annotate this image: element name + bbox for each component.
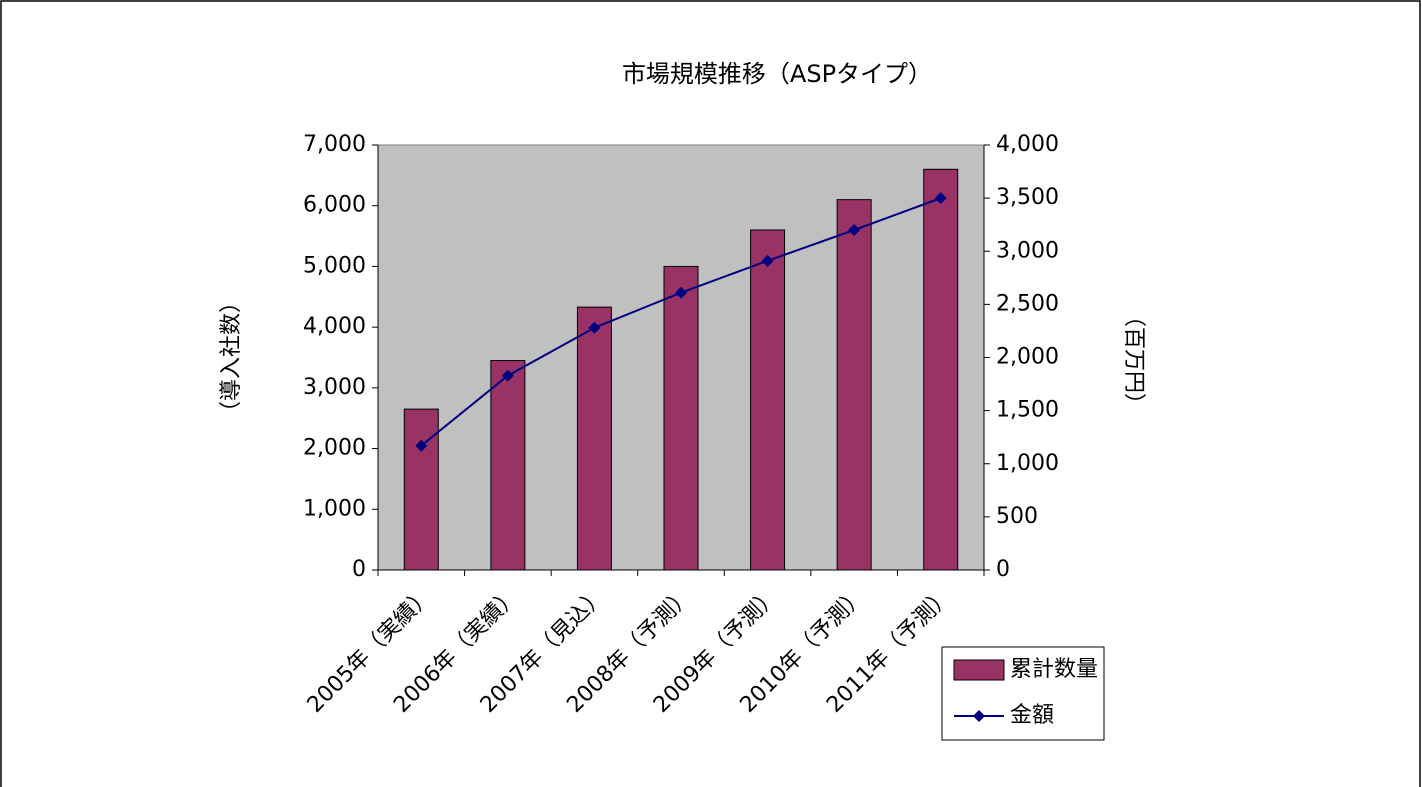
marker bbox=[501, 369, 514, 382]
marker bbox=[415, 439, 428, 452]
y-tick-label: 2,000 bbox=[303, 436, 366, 461]
y2-tick-label: 3,000 bbox=[996, 238, 1059, 263]
bar bbox=[750, 229, 786, 571]
marker bbox=[675, 286, 687, 299]
chart-title: 市場規模推移（ASPタイプ） bbox=[622, 60, 932, 88]
y2-tick-label: 1,000 bbox=[996, 451, 1059, 476]
y2-axis-label: （百万円） bbox=[1121, 305, 1146, 415]
bar bbox=[490, 360, 526, 571]
marker bbox=[848, 224, 861, 236]
legend-marker bbox=[973, 710, 985, 722]
y2-tick-label: 2,000 bbox=[996, 345, 1059, 370]
legend-swatch bbox=[953, 659, 1005, 681]
y-tick-label: 5,000 bbox=[303, 253, 366, 278]
marker bbox=[934, 192, 947, 205]
y2-tick-label: 500 bbox=[996, 504, 1038, 529]
y-tick-label: 0 bbox=[352, 557, 366, 582]
y2-tick-label: 2,500 bbox=[996, 291, 1059, 316]
marker bbox=[588, 321, 601, 334]
y-axis-label: （導入社数） bbox=[219, 291, 244, 423]
y2-tick-label: 0 bbox=[996, 557, 1010, 582]
y-tick-label: 4,000 bbox=[303, 314, 366, 339]
legend-label: 金額 bbox=[1010, 703, 1054, 728]
legend-label: 累計数量 bbox=[1010, 657, 1098, 682]
marker bbox=[761, 254, 774, 267]
y-tick-label: 7,000 bbox=[303, 132, 366, 157]
bar bbox=[403, 408, 439, 571]
bar bbox=[663, 265, 699, 571]
y2-tick-label: 4,000 bbox=[996, 132, 1059, 157]
y-tick-label: 3,000 bbox=[303, 375, 366, 400]
bar bbox=[576, 306, 612, 571]
y2-tick-label: 1,500 bbox=[996, 398, 1059, 423]
y2-tick-label: 3,500 bbox=[996, 185, 1059, 210]
y-tick-label: 6,000 bbox=[303, 193, 366, 218]
bar bbox=[836, 199, 872, 571]
y-tick-label: 1,000 bbox=[303, 496, 366, 521]
bar bbox=[923, 168, 959, 571]
